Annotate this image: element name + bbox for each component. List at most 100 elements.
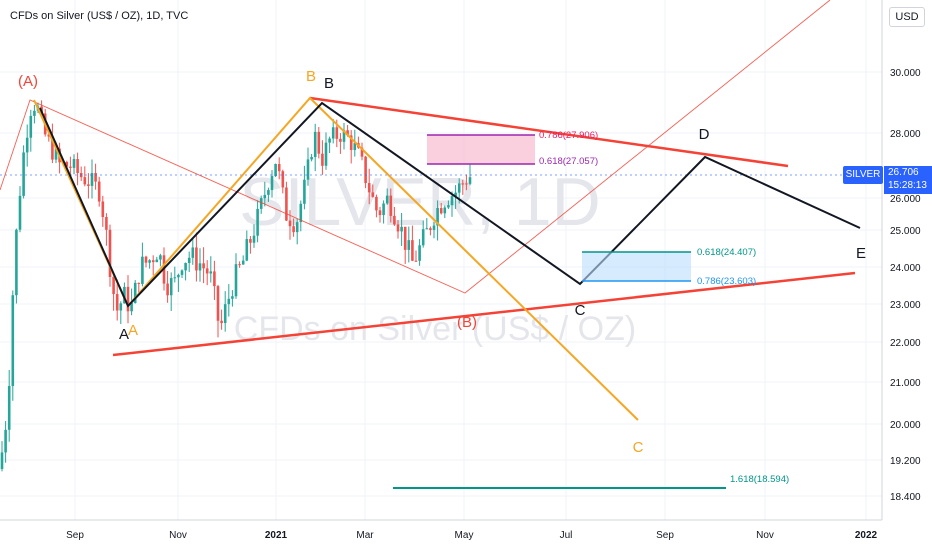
candle-body [317, 131, 321, 154]
candle-body [205, 268, 209, 274]
candle-body [94, 173, 97, 182]
price-tick-label: 18.400 [890, 492, 921, 503]
price-tick-label: 23.000 [890, 300, 921, 311]
candle-body [101, 201, 105, 218]
candle-body [155, 259, 159, 263]
candle-body [209, 271, 213, 274]
candle-body [393, 215, 396, 225]
candle-body [97, 181, 101, 202]
candle-body [4, 429, 7, 453]
currency-button[interactable]: USD [889, 7, 925, 27]
candle-body [411, 240, 414, 261]
candle-body [213, 271, 216, 287]
candle-body [169, 278, 173, 296]
candle-body [432, 225, 436, 230]
candle-body [328, 138, 331, 143]
candle-body [259, 198, 263, 209]
candle-body [450, 196, 454, 206]
candle-body [180, 270, 184, 275]
lower-triangle-line [112, 271, 856, 357]
candle-body [342, 130, 346, 142]
fib-level-label: 0.786(27.906) [539, 130, 598, 141]
candle-body [141, 256, 144, 284]
candle-body [346, 130, 349, 136]
candle-body [65, 162, 69, 167]
candle-body [263, 194, 267, 199]
candle-body [454, 192, 457, 197]
candle-body [83, 177, 87, 185]
wave-label: A [119, 326, 129, 343]
wave-label: C [633, 439, 644, 456]
candle-body [353, 143, 357, 150]
candle-body [184, 263, 187, 271]
time-tick-label: 2021 [265, 530, 288, 541]
orange-wave-line [33, 96, 639, 421]
fib-level-label: 0.618(27.057) [539, 156, 598, 167]
candle-body [385, 195, 389, 204]
candle-body [349, 135, 353, 150]
black-wave-line [39, 101, 861, 308]
candle-body [335, 127, 339, 139]
candle-body [130, 302, 133, 312]
chart-title: CFDs on Silver (US$ / OZ), 1D, TVC [10, 10, 189, 22]
wave-label: (B) [457, 314, 477, 331]
candle-body [72, 159, 76, 168]
candle-body [7, 385, 11, 430]
candle-body [241, 260, 245, 265]
candle-body [191, 247, 195, 258]
upper-triangle-line [309, 96, 789, 168]
price-tick-label: 25.000 [890, 226, 921, 237]
candle-body [177, 274, 180, 278]
candle-body [198, 263, 202, 271]
time-tick-label: Nov [169, 530, 187, 541]
candle-body [400, 226, 403, 232]
candle-body [403, 226, 407, 250]
candle-body [22, 152, 25, 196]
candle-body [0, 452, 4, 469]
candle-body [47, 134, 51, 137]
candle-body [292, 226, 295, 233]
candle-body [105, 217, 108, 230]
candle-body [112, 276, 115, 295]
candle-body [144, 256, 148, 263]
symbol-price-label: SILVER [843, 166, 883, 184]
candle-body [389, 195, 393, 216]
candle-body [137, 282, 141, 284]
candle-body [461, 183, 465, 185]
wave-label: D [699, 126, 710, 143]
candle-body [76, 159, 79, 174]
price-tick-label: 20.000 [890, 420, 921, 431]
wave-label: C [575, 302, 586, 319]
candle-body [457, 183, 461, 193]
wave-label: (A) [18, 73, 38, 90]
candle-body [33, 110, 36, 116]
candle-body [173, 277, 177, 279]
candle-body [360, 147, 364, 157]
time-tick-label: Mar [356, 530, 374, 541]
candle-body [306, 159, 310, 180]
candle-body [115, 294, 119, 311]
candle-body [18, 195, 22, 230]
candle-body [187, 257, 191, 264]
candle-body [216, 286, 220, 321]
candle-body [166, 283, 169, 296]
last-price-value: 26.706 [888, 167, 919, 178]
candle-body [227, 298, 231, 305]
candle-body [285, 187, 288, 221]
candle-body [429, 228, 432, 230]
candle-body [274, 163, 277, 177]
candle-body [249, 239, 252, 243]
candle-body [69, 166, 72, 168]
price-tick-label: 26.000 [890, 194, 921, 205]
wave-label: B [306, 68, 316, 85]
candle-body [321, 153, 324, 166]
candle-body [11, 295, 15, 386]
candle-body [277, 163, 281, 172]
price-tick-label: 30.000 [890, 68, 921, 79]
time-tick-label: May [455, 530, 474, 541]
candle-body [468, 177, 472, 184]
candle-body [439, 208, 443, 214]
candle-body [447, 205, 450, 208]
time-tick-label: Jul [560, 530, 573, 541]
